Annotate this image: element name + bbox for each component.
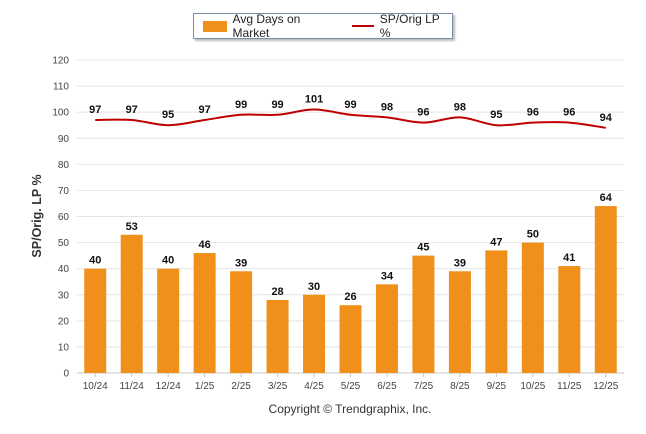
bar-label-10/24: 40	[89, 255, 101, 267]
bar-2/25	[230, 271, 253, 373]
x-tick-label-10/24: 10/24	[83, 381, 108, 392]
y-axis-title: SP/Orig. LP %	[30, 174, 44, 257]
x-tick-label-4/25: 4/25	[304, 381, 324, 392]
y-tick-label-20: 20	[58, 316, 70, 327]
bar-8/25	[448, 271, 471, 373]
bar-label-11/25: 41	[563, 252, 575, 264]
y-tick-label-100: 100	[52, 108, 69, 119]
bar-swatch-icon	[203, 20, 227, 32]
y-tick-label-50: 50	[58, 238, 70, 249]
y-tick-label-40: 40	[58, 264, 70, 275]
bar-11/24	[120, 234, 143, 373]
line-label-11/25: 96	[563, 107, 575, 119]
line-label-6/25: 98	[381, 101, 393, 113]
legend-item-bars[interactable]: Avg Days on Market	[194, 12, 338, 40]
bar-label-2/25: 39	[235, 257, 247, 269]
bar-12/25	[594, 206, 617, 373]
x-axis-ticks: 10/24 11/24 12/24 1/25 2/25 3/25 4/25 5/25 6/25 7…	[83, 373, 619, 392]
line-label-8/25: 98	[454, 101, 466, 113]
bar-label-10/25: 50	[527, 229, 539, 241]
y-tick-label-60: 60	[58, 212, 70, 223]
line-label-10/24: 97	[89, 104, 101, 116]
bar-data-labels: 40 53 40 46 39 28 30 26 34 45 39 47 50 41 64	[89, 192, 613, 303]
x-tick-label-5/25: 5/25	[341, 381, 361, 392]
y-tick-label-70: 70	[58, 186, 70, 197]
x-tick-label-11/25: 11/25	[557, 381, 582, 392]
line-swatch-icon	[352, 25, 374, 27]
y-axis-ticks: 0 10 20 30 40 50 60 70 80 90 100 110 120	[52, 56, 69, 380]
bar-label-1/25: 46	[199, 239, 211, 251]
line-label-10/25: 96	[527, 107, 539, 119]
bar-label-12/24: 40	[162, 255, 174, 267]
bar-label-9/25: 47	[490, 236, 502, 248]
copyright-text: Copyright © Trendgraphix, Inc.	[268, 402, 432, 416]
bar-1/25	[193, 253, 216, 373]
line-label-11/24: 97	[126, 104, 138, 116]
x-tick-label-12/25: 12/25	[593, 381, 618, 392]
legend-label-bars: Avg Days on Market	[232, 12, 301, 40]
x-tick-label-7/25: 7/25	[414, 381, 434, 392]
line-label-2/25: 99	[235, 99, 247, 111]
bar-label-6/25: 34	[381, 270, 394, 282]
x-tick-label-6/25: 6/25	[377, 381, 397, 392]
line-label-12/25: 94	[600, 112, 613, 124]
line-label-4/25: 101	[305, 94, 323, 106]
line-label-9/25: 95	[490, 109, 502, 121]
y-tick-label-90: 90	[58, 134, 70, 145]
line-label-5/25: 99	[344, 99, 356, 111]
y-tick-label-80: 80	[58, 160, 70, 171]
bar-label-12/25: 64	[600, 192, 613, 204]
bar-label-8/25: 39	[454, 257, 466, 269]
x-tick-label-1/25: 1/25	[195, 381, 215, 392]
bar-3/25	[266, 299, 289, 373]
x-tick-label-12/24: 12/24	[156, 381, 181, 392]
y-tick-label-120: 120	[52, 56, 69, 67]
bar-5/25	[339, 305, 362, 373]
bar-7/25	[412, 255, 435, 373]
bar-series	[84, 206, 617, 373]
bar-6/25	[375, 284, 398, 373]
y-tick-label-0: 0	[63, 369, 69, 380]
line-label-3/25: 99	[271, 99, 283, 111]
bar-11/25	[558, 266, 581, 373]
x-tick-label-10/25: 10/25	[520, 381, 545, 392]
y-tick-label-110: 110	[53, 82, 69, 93]
line-label-7/25: 96	[417, 107, 429, 119]
bar-10/25	[521, 242, 544, 373]
y-tick-label-10: 10	[58, 342, 70, 353]
x-tick-label-11/24: 11/24	[120, 381, 145, 392]
bar-label-11/24: 53	[126, 221, 138, 233]
x-tick-label-3/25: 3/25	[268, 381, 288, 392]
bar-10/24	[84, 268, 107, 373]
bar-label-7/25: 45	[417, 242, 429, 254]
bar-9/25	[485, 250, 508, 373]
line-label-1/25: 97	[199, 104, 211, 116]
x-tick-label-8/25: 8/25	[450, 381, 470, 392]
legend: Avg Days on Market SP/Orig LP %	[193, 12, 453, 40]
bar-4/25	[303, 294, 326, 373]
line-label-12/24: 95	[162, 109, 174, 121]
line-data-labels: 97 97 95 97 99 99 101 99 98 96 98 95 96 96 94	[89, 94, 613, 124]
bar-label-5/25: 26	[344, 291, 356, 303]
x-tick-label-2/25: 2/25	[231, 381, 251, 392]
bar-label-4/25: 30	[308, 281, 320, 293]
y-tick-label-30: 30	[58, 290, 70, 301]
bar-label-3/25: 28	[271, 286, 283, 298]
bar-12/24	[157, 268, 180, 373]
legend-item-line[interactable]: SP/Orig LP %	[338, 12, 452, 40]
legend-label-line: SP/Orig LP %	[379, 12, 440, 40]
line-series	[95, 108, 606, 129]
x-tick-label-9/25: 9/25	[487, 381, 507, 392]
